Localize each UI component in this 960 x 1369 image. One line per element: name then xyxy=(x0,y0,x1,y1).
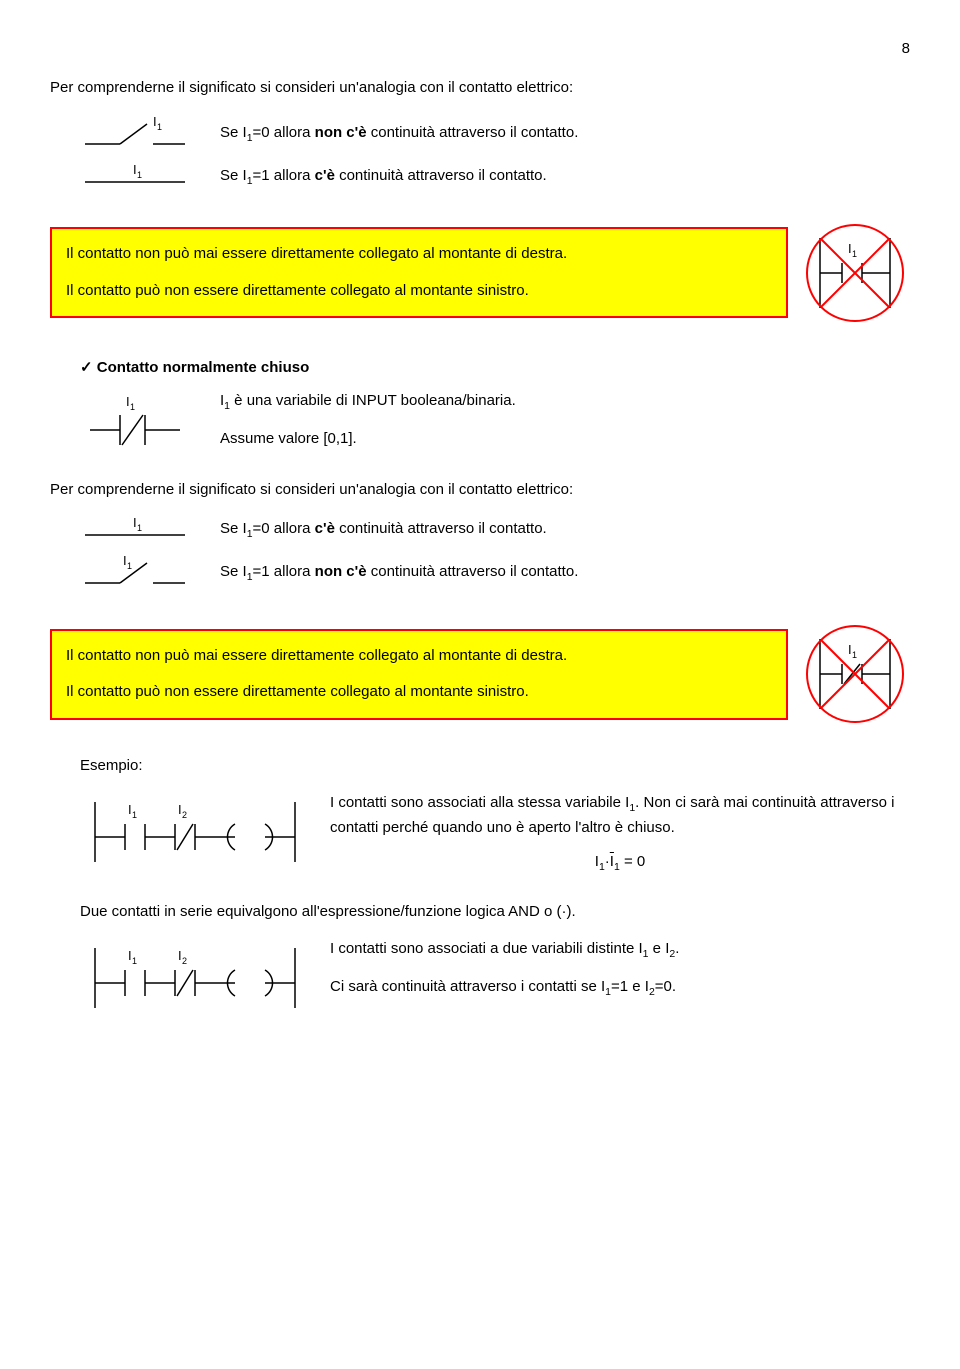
nc-symbol: I 1 xyxy=(50,390,220,450)
example-1-ladder: I1 I2 xyxy=(80,792,310,876)
no-open-row: I 1 Se I1=0 allora non c'è continuità at… xyxy=(50,114,910,154)
nc-open-symbol: I 1 xyxy=(50,553,220,593)
svg-text:1: 1 xyxy=(157,122,162,132)
warning-1-line-1: Il contatto non può mai essere direttame… xyxy=(66,243,772,266)
example-2-text: I contatti sono associati a due variabil… xyxy=(330,938,910,1016)
nc-open-row: I 1 Se I1=1 allora non c'è continuità at… xyxy=(50,553,910,593)
example-2-ladder: I1 I2 xyxy=(80,938,310,1022)
warning-2-line-2: Il contatto può non essere direttamente … xyxy=(66,681,772,704)
svg-text:1: 1 xyxy=(132,956,137,966)
heading-nc: Contatto normalmente chiuso xyxy=(80,358,910,376)
svg-text:1: 1 xyxy=(852,249,857,259)
svg-text:1: 1 xyxy=(137,170,142,180)
warning-2-wrap: Il contatto non può mai essere direttame… xyxy=(50,619,910,729)
and-text: Due contatti in serie equivalgono all'es… xyxy=(80,901,910,924)
equation-1: I1·I1 = 0 xyxy=(330,853,910,873)
svg-text:1: 1 xyxy=(852,650,857,660)
svg-text:1: 1 xyxy=(137,523,142,533)
svg-text:2: 2 xyxy=(182,956,187,966)
forbidden-no-symbol: I 1 xyxy=(800,218,910,328)
svg-text:1: 1 xyxy=(130,402,135,412)
warning-1: Il contatto non può mai essere direttame… xyxy=(50,227,788,318)
nc-desc-row: I 1 I1 è una variabile di INPUT booleana… xyxy=(50,390,910,465)
example-1: I1 I2 I contatti sono associati alla ste… xyxy=(80,792,910,887)
svg-text:1: 1 xyxy=(127,561,132,571)
warning-1-line-2: Il contatto può non essere direttamente … xyxy=(66,280,772,303)
no-closed-row: I 1 Se I1=1 allora c'è continuità attrav… xyxy=(50,162,910,192)
no-closed-text: Se I1=1 allora c'è continuità attraverso… xyxy=(220,167,910,187)
no-closed-symbol: I 1 xyxy=(50,162,220,192)
nc-closed-row: I 1 Se I1=0 allora c'è continuità attrav… xyxy=(50,515,910,545)
svg-text:1: 1 xyxy=(132,810,137,820)
example-2: I1 I2 I contatti sono associati a due va… xyxy=(80,938,910,1022)
nc-open-text: Se I1=1 allora non c'è continuità attrav… xyxy=(220,563,910,583)
svg-text:2: 2 xyxy=(182,810,187,820)
forbidden-nc-symbol: I 1 xyxy=(800,619,910,729)
warning-1-wrap: Il contatto non può mai essere direttame… xyxy=(50,218,910,328)
example-1-text: I contatti sono associati alla stessa va… xyxy=(330,792,910,887)
intro-2: Per comprenderne il significato si consi… xyxy=(50,479,910,502)
nc-desc-text: I1 è una variabile di INPUT booleana/bin… xyxy=(220,390,910,465)
nc-closed-text: Se I1=0 allora c'è continuità attraverso… xyxy=(220,520,910,540)
warning-2-line-1: Il contatto non può mai essere direttame… xyxy=(66,645,772,668)
page-number: 8 xyxy=(50,40,910,57)
intro-1: Per comprenderne il significato si consi… xyxy=(50,77,910,100)
no-open-symbol: I 1 xyxy=(50,114,220,154)
no-open-text: Se I1=0 allora non c'è continuità attrav… xyxy=(220,124,910,144)
warning-2: Il contatto non può mai essere direttame… xyxy=(50,629,788,720)
esempio-label: Esempio: xyxy=(80,755,910,778)
nc-closed-symbol: I 1 xyxy=(50,515,220,545)
